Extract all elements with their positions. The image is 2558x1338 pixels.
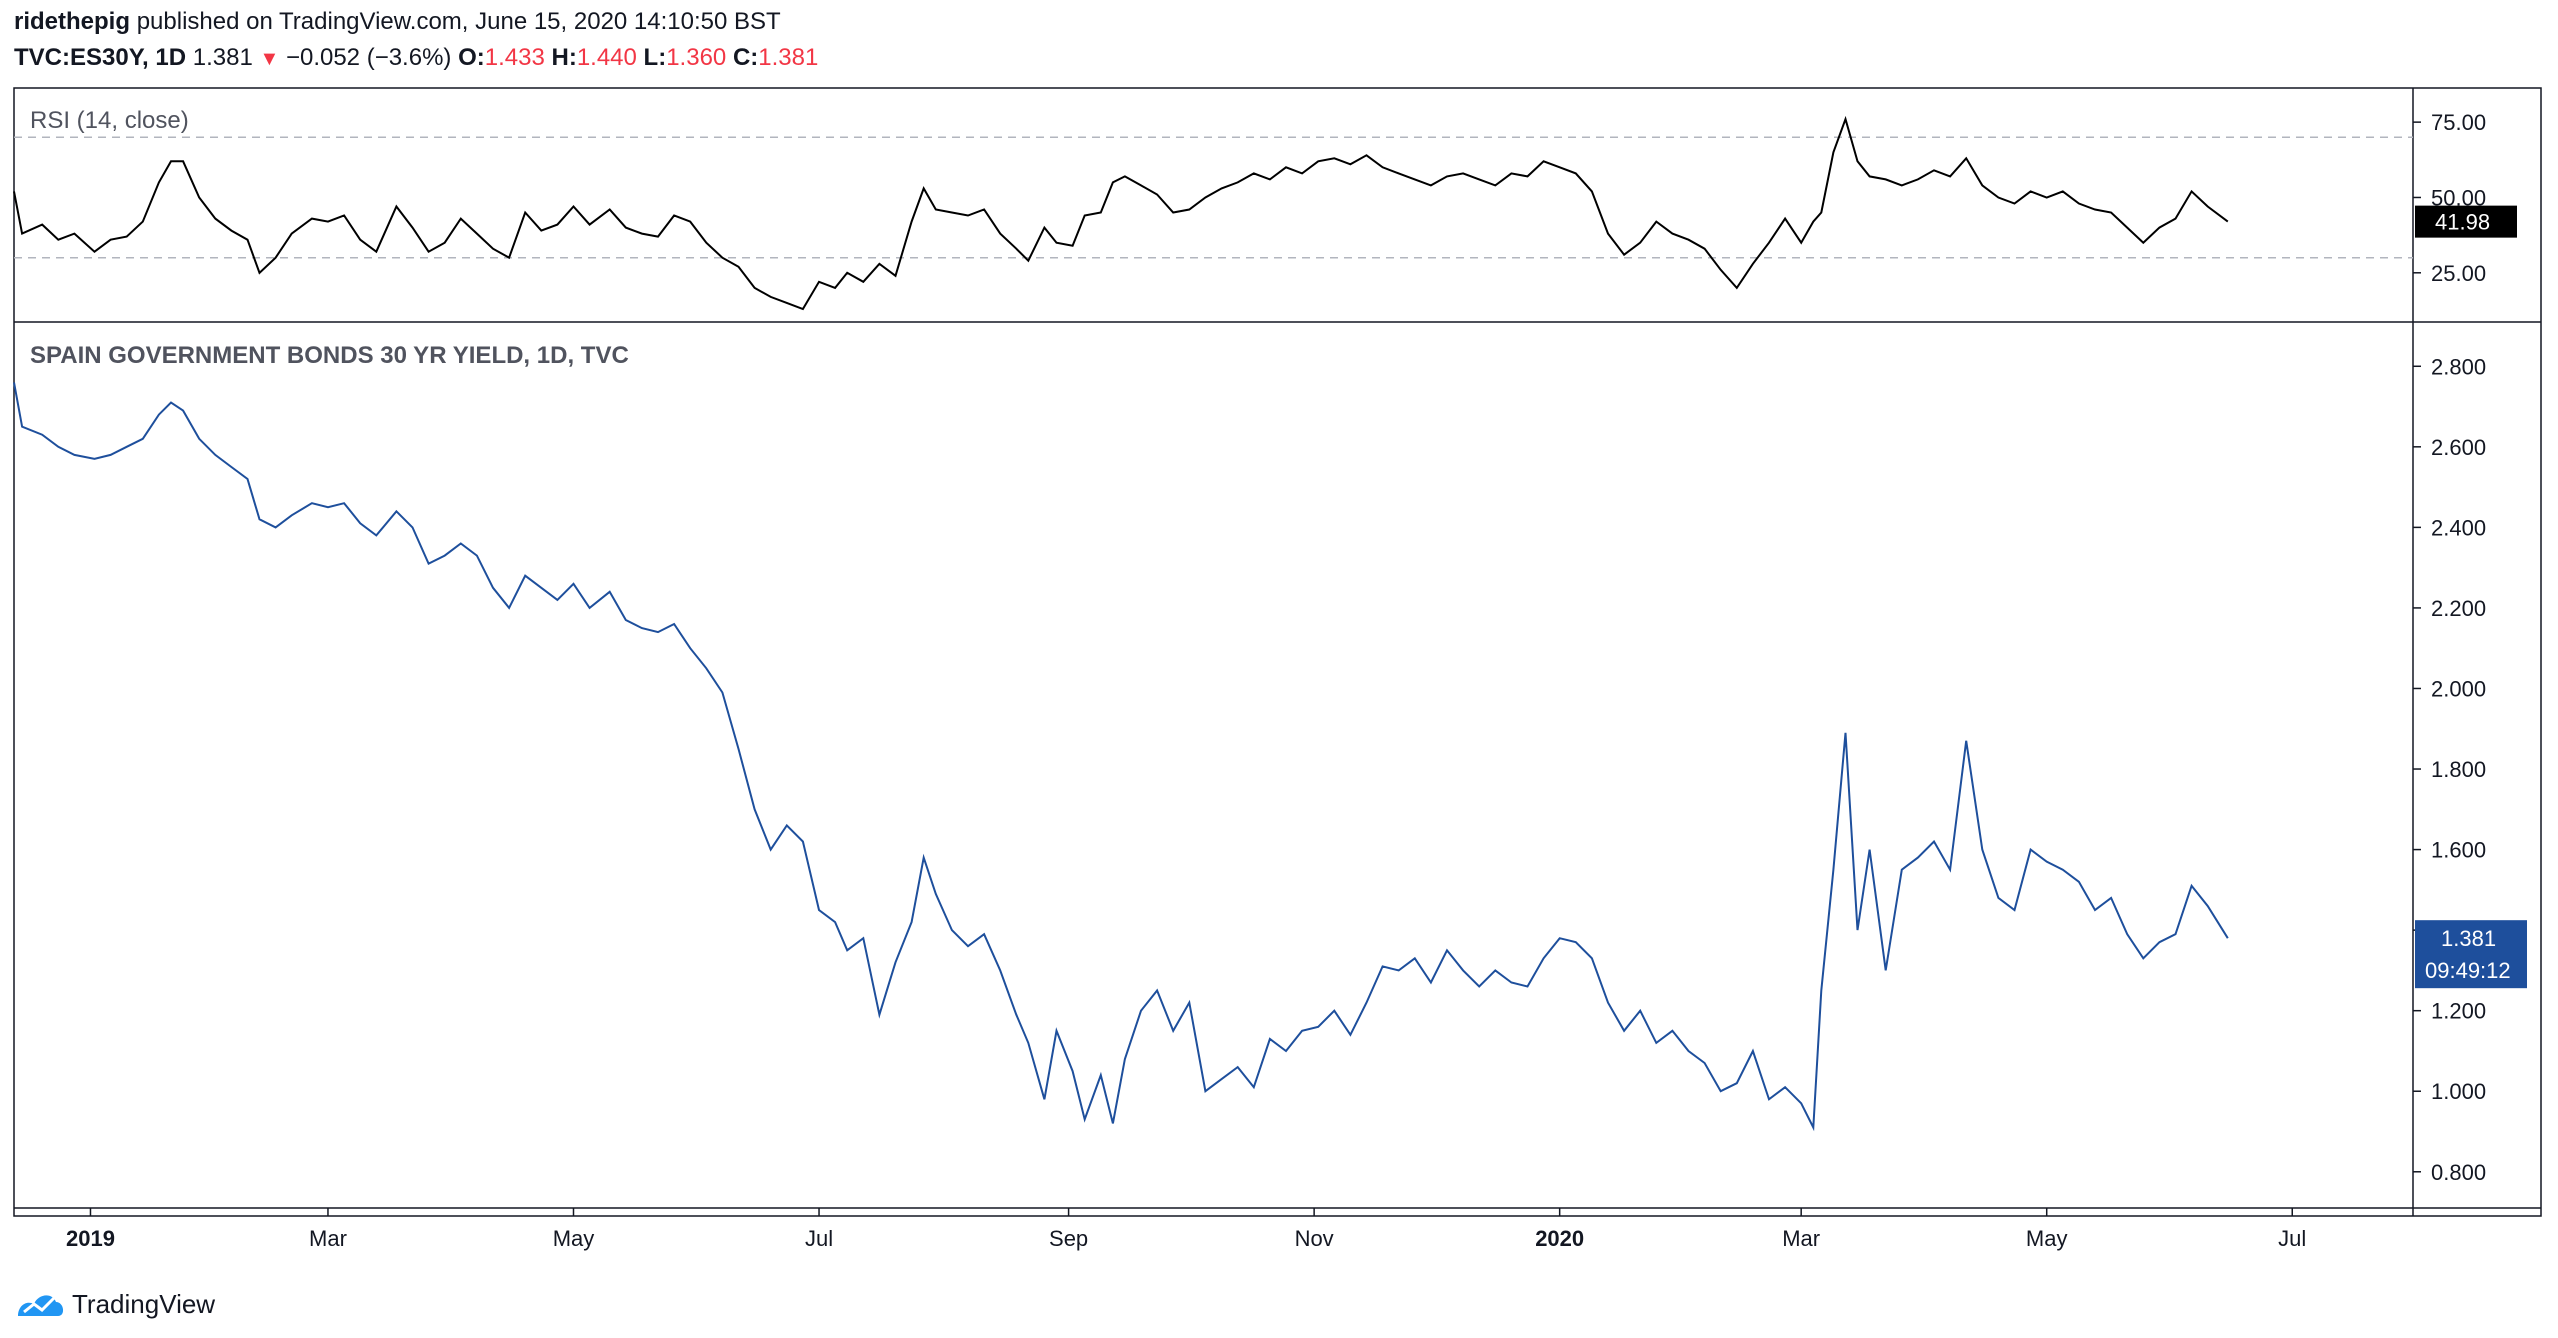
x-tick-label: 2019 [66, 1226, 115, 1251]
x-tick-label: Nov [1295, 1226, 1334, 1251]
price-y-tick-label: 2.000 [2431, 676, 2486, 701]
price-y-tick-label: 1.200 [2431, 999, 2486, 1024]
axes: 25.0050.0075.0041.980.8001.0001.2001.400… [66, 110, 2527, 1251]
open-value: 1.433 [484, 44, 545, 71]
x-tick-label: Mar [309, 1226, 347, 1251]
rsi-title: RSI (14, close) [30, 107, 189, 134]
x-tick-label: May [2026, 1226, 2068, 1251]
price-y-tick-label: 2.800 [2431, 354, 2486, 379]
high-label: H: [551, 44, 577, 71]
x-tick-label: 2020 [1535, 1226, 1584, 1251]
close-value: 1.381 [758, 44, 819, 71]
close-label: C: [732, 44, 759, 71]
rsi-y-tick-label: 25.00 [2431, 261, 2486, 286]
published-text: published on TradingView.com, June 15, 2… [136, 8, 781, 35]
countdown-timer: 09:49:12 [2425, 958, 2511, 983]
x-tick-label: Jul [2278, 1226, 2306, 1251]
publish-info: ridethepig published on TradingView.com,… [14, 6, 781, 38]
low-value: 1.360 [666, 44, 727, 71]
x-tick-label: Jul [805, 1226, 833, 1251]
price-last-badge [2415, 920, 2527, 989]
price-y-tick-label: 0.800 [2431, 1160, 2486, 1185]
high-value: 1.440 [576, 44, 637, 71]
author-name[interactable]: ridethepig [14, 8, 131, 35]
rsi-last-badge [2415, 205, 2517, 238]
open-label: O: [458, 44, 485, 71]
price-title: SPAIN GOVERNMENT BONDS 30 YR YIELD, 1D, … [30, 342, 629, 369]
last-price: 1.381 [192, 44, 253, 71]
symbol-legend: TVC:ES30Y, 1D 1.381 ▼ −0.052 (−3.6%) O:1… [14, 42, 818, 75]
price-y-tick-label: 1.600 [2431, 838, 2486, 863]
price-last-value: 1.381 [2441, 926, 2496, 951]
x-tick-label: Sep [1049, 1226, 1088, 1251]
down-triangle-icon: ▼ [259, 48, 280, 70]
x-tick-label: Mar [1782, 1226, 1820, 1251]
brand-name: TradingView [72, 1288, 216, 1319]
price-line [13, 382, 2229, 1132]
price-y-tick-label: 2.400 [2431, 515, 2486, 540]
price-y-tick-label: 2.600 [2431, 435, 2486, 460]
rsi-pane[interactable] [13, 115, 2413, 311]
price-change: −0.052 (−3.6%) [285, 44, 452, 71]
price-y-tick-label: 1.000 [2431, 1079, 2486, 1104]
x-tick-label: May [553, 1226, 595, 1251]
price-y-tick-label: 1.800 [2431, 757, 2486, 782]
rsi-last-value: 41.98 [2435, 210, 2490, 235]
symbol-name[interactable]: TVC:ES30Y, 1D [14, 44, 187, 71]
price-y-tick-label: 2.200 [2431, 596, 2486, 621]
footer-brand[interactable]: TradingView [14, 1284, 215, 1324]
price-pane[interactable] [13, 382, 2229, 1132]
low-label: L: [643, 44, 667, 71]
rsi-y-tick-label: 75.00 [2431, 110, 2486, 135]
tradingview-logo-icon [18, 1295, 64, 1316]
chart-frame [13, 87, 2542, 1217]
rsi-line [13, 115, 2229, 311]
